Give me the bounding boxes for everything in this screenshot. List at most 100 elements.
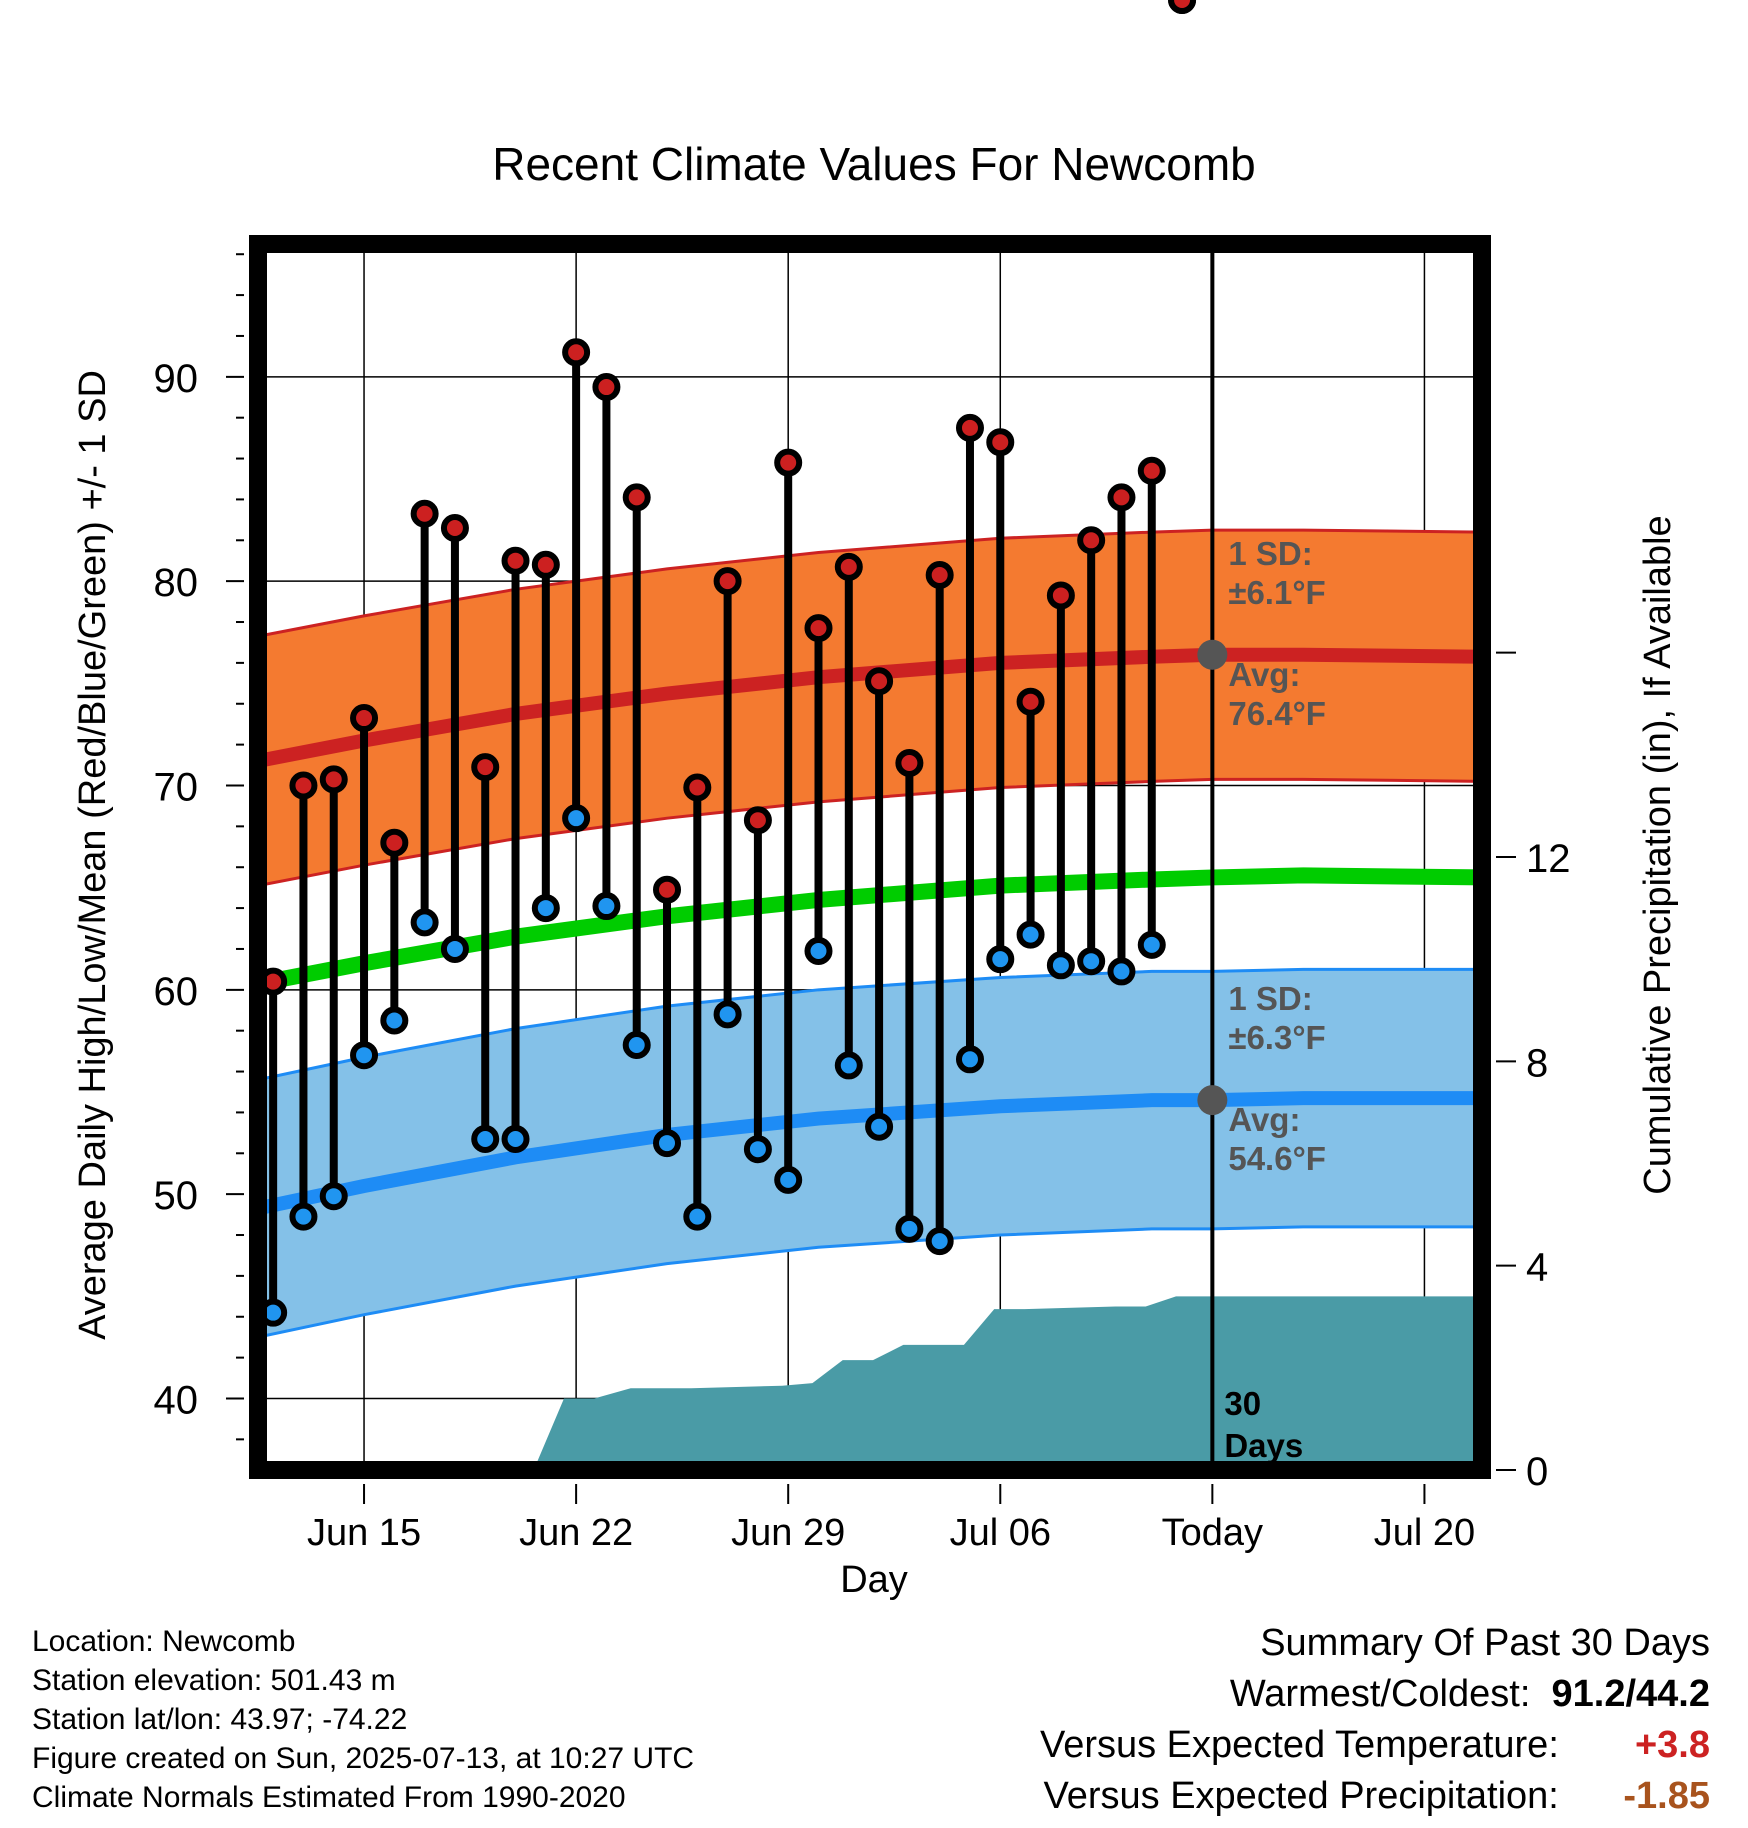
- x-tick-label: Jul 06: [950, 1512, 1051, 1554]
- observed-low-point: [834, 1051, 863, 1080]
- observed-high-point: [622, 483, 651, 512]
- summary-warm-cold: Warmest/Coldest: 91.2/44.2: [810, 1669, 1710, 1720]
- observed-low-point: [440, 934, 469, 963]
- observed-high-point: [955, 413, 984, 442]
- summary-temp: Versus Expected Temperature: +3.8: [810, 1720, 1710, 1771]
- observed-high-point: [319, 765, 348, 794]
- observed-low-point: [350, 1041, 379, 1070]
- normal-mean-line: [258, 867, 1482, 992]
- observed-high-point: [895, 749, 924, 778]
- low-avg-value: 54.6°F: [1228, 1140, 1326, 1177]
- observed-high-point: [289, 771, 318, 800]
- y2-axis-title: Cumulative Precipitation (in), If Availa…: [1637, 515, 1679, 1194]
- observed-high-point: [440, 514, 469, 543]
- today-low-avg-marker: [1197, 1085, 1228, 1116]
- observed-high-point: [653, 875, 682, 904]
- low-avg-label: Avg:: [1228, 1101, 1300, 1138]
- observed-low-point: [622, 1030, 651, 1059]
- observed-high-point: [1168, 0, 1197, 14]
- observed-low-point: [471, 1124, 500, 1153]
- observed-high-point: [380, 828, 409, 857]
- observed-low-point: [380, 1006, 409, 1035]
- precipitation-area: [273, 1296, 1482, 1470]
- observed-low-point: [1077, 947, 1106, 976]
- observed-low-point: [501, 1124, 530, 1153]
- observed-high-point: [1137, 456, 1166, 485]
- y-tick-label: 90: [154, 357, 199, 401]
- low-sd-value: ±6.3°F: [1228, 1019, 1325, 1056]
- temp-anomaly-label: Versus Expected Temperature:: [1039, 1724, 1559, 1766]
- high-avg-value: 76.4°F: [1228, 695, 1326, 732]
- observed-high-point: [683, 773, 712, 802]
- high-sd-label: 1 SD:: [1228, 535, 1312, 572]
- observed-high-point: [1016, 687, 1045, 716]
- warm-cold-label: Warmest/Coldest:: [1229, 1673, 1531, 1715]
- normal-high-line: [258, 647, 1482, 768]
- observed-low-point: [743, 1135, 772, 1164]
- y2-tick-label: 8: [1526, 1041, 1548, 1085]
- observed-high-point: [925, 561, 954, 590]
- observed-high-point: [986, 428, 1015, 457]
- observed-low-point: [410, 908, 439, 937]
- observed-high-point: [562, 338, 591, 367]
- observed-high-point: [774, 448, 803, 477]
- observed-high-point: [592, 373, 621, 402]
- observed-low-point: [1016, 920, 1045, 949]
- observed-low-point: [865, 1112, 894, 1141]
- observed-high-point: [834, 552, 863, 581]
- observed-high-point: [531, 550, 560, 579]
- plot-inner: [258, 244, 1482, 1470]
- days-label-text: Days: [1224, 1427, 1303, 1464]
- observed-high-point: [1046, 581, 1075, 610]
- observed-low-point: [592, 892, 621, 921]
- observed-low-point: [1137, 930, 1166, 959]
- observed-low-point: [925, 1227, 954, 1256]
- chart-title: Recent Climate Values For Newcomb: [492, 138, 1256, 190]
- temp-anomaly-value: +3.8: [1634, 1724, 1710, 1766]
- observed-high-point: [501, 546, 530, 575]
- x-tick-label: Today: [1162, 1512, 1263, 1554]
- observed-low-point: [289, 1202, 318, 1231]
- normal-high-band-upper-edge: [258, 528, 1482, 638]
- normal-high-band: [258, 530, 1482, 886]
- low-sd-label: 1 SD:: [1228, 980, 1312, 1017]
- y-tick-label: 70: [154, 765, 199, 809]
- y-axis-title: Average Daily High/Low/Mean (Red/Blue/Gr…: [72, 370, 114, 1340]
- observed-high-point: [1077, 526, 1106, 555]
- created-text: Figure created on Sun, 2025-07-13, at 10…: [32, 1742, 695, 1775]
- high-sd-value: ±6.1°F: [1228, 574, 1325, 611]
- y-tick-label: 40: [154, 1378, 199, 1422]
- observed-low-point: [955, 1045, 984, 1074]
- x-tick-label: Jun 29: [731, 1512, 845, 1554]
- observed-high-point: [471, 753, 500, 782]
- climate-chart: Recent Climate Values For Newcomb 1 SD:±…: [72, 0, 1679, 1601]
- x-axis-title: Day: [840, 1559, 908, 1601]
- observed-high-point: [1107, 483, 1136, 512]
- observed-high-point: [410, 499, 439, 528]
- observed-low-point: [774, 1165, 803, 1194]
- y-tick-label: 60: [154, 970, 199, 1014]
- observed-high-point: [804, 614, 833, 643]
- high-avg-label: Avg:: [1228, 656, 1300, 693]
- normals-text: Climate Normals Estimated From 1990-2020: [32, 1781, 626, 1814]
- summary-precip: Versus Expected Precipitation: -1.85: [810, 1771, 1710, 1822]
- location-text: Location: Newcomb: [32, 1625, 296, 1658]
- warm-cold-value: 91.2/44.2: [1551, 1673, 1710, 1715]
- observed-low-point: [986, 945, 1015, 974]
- observed-low-point: [1107, 957, 1136, 986]
- observed-low-point: [804, 936, 833, 965]
- normal-low-band: [258, 969, 1482, 1338]
- observed-low-point: [531, 894, 560, 923]
- summary-panel: Summary Of Past 30 Days Warmest/Coldest:…: [810, 1618, 1710, 1822]
- observed-high-point: [865, 667, 894, 696]
- plot-frame: [249, 235, 1491, 1479]
- days-label-number: 30: [1224, 1385, 1261, 1422]
- observed-high-point: [350, 704, 379, 733]
- elevation-text: Station elevation: 501.43 m: [32, 1664, 396, 1697]
- observed-high-point: [743, 806, 772, 835]
- observed-low-point: [653, 1129, 682, 1158]
- observed-low-point: [562, 804, 591, 833]
- y2-tick-label: 0: [1526, 1450, 1548, 1494]
- y2-tick-label: 4: [1526, 1246, 1548, 1290]
